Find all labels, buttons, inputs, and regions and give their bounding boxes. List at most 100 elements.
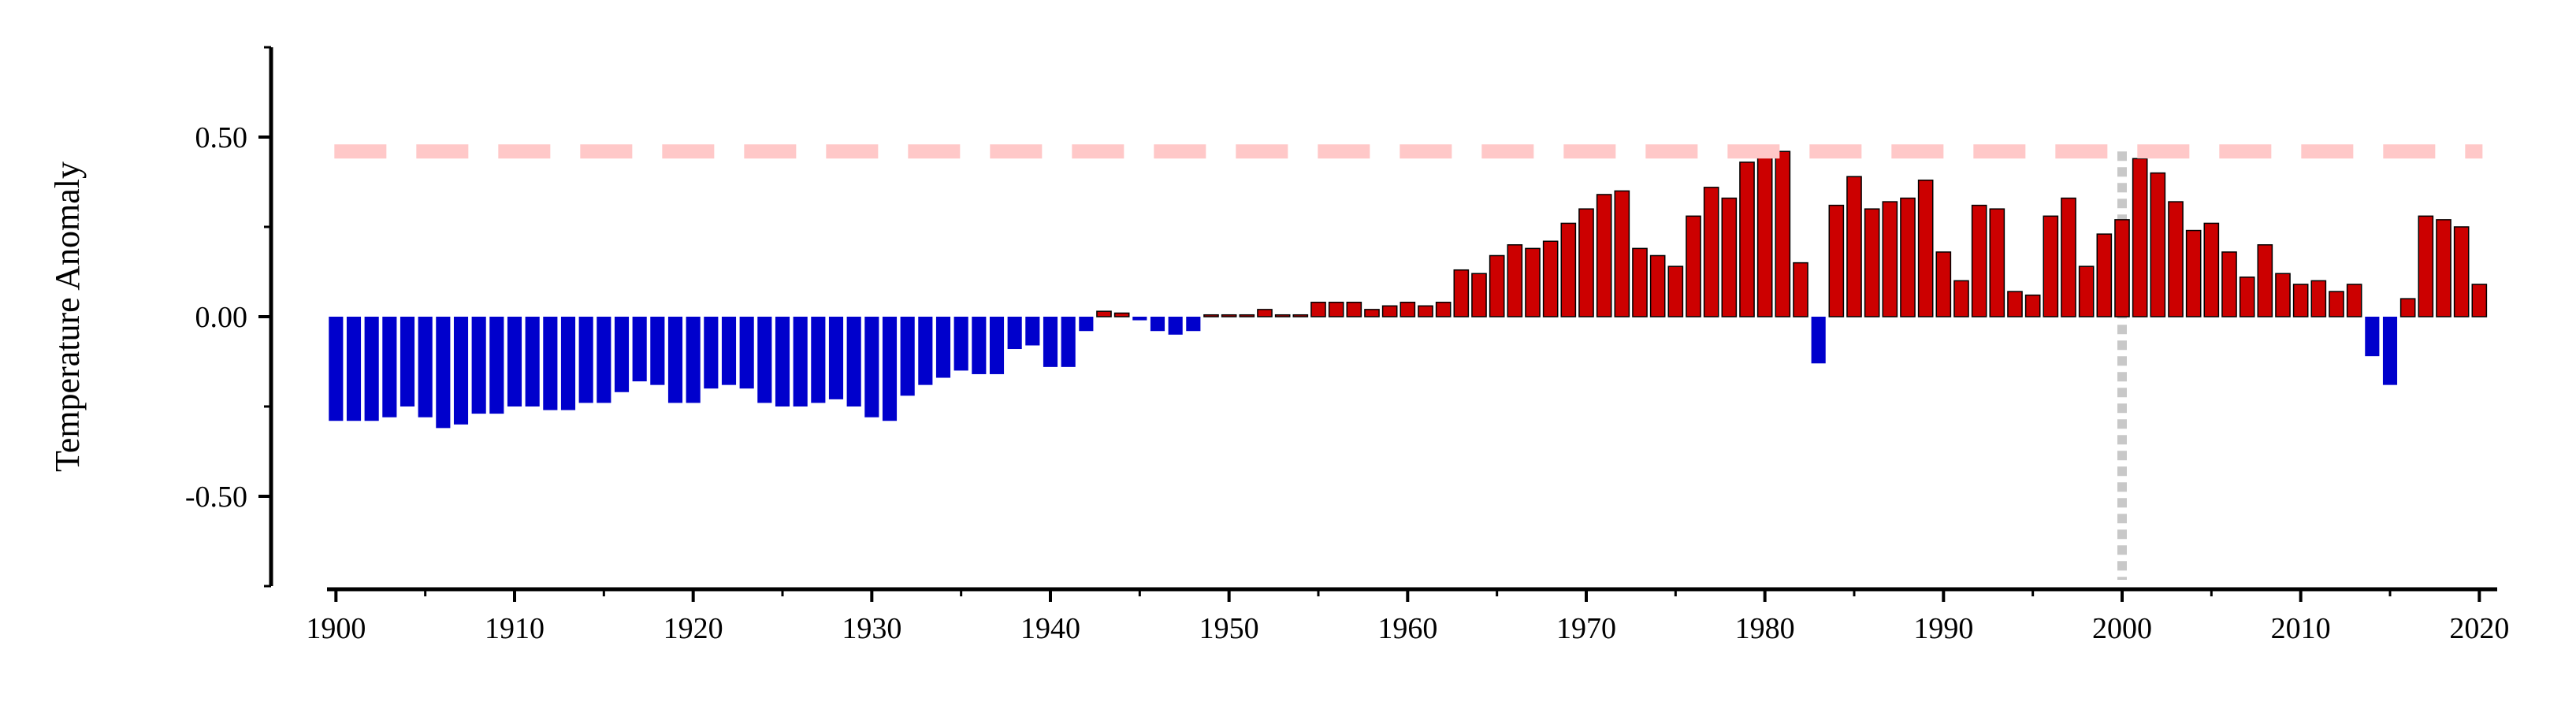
bar	[2078, 265, 2095, 317]
bar	[864, 317, 879, 418]
bar	[1667, 265, 1684, 317]
bar	[2329, 291, 2344, 317]
bar	[1953, 280, 1969, 317]
x-tick-label: 1920	[664, 612, 723, 645]
bar	[1418, 305, 1433, 317]
bar	[400, 317, 415, 406]
bar	[1435, 302, 1452, 317]
bar	[1186, 317, 1201, 332]
bar	[2007, 291, 2023, 317]
bar	[2292, 284, 2309, 317]
bar	[2436, 219, 2451, 317]
bar	[1935, 251, 1952, 317]
x-tick-label: 1950	[1199, 612, 1259, 645]
x-tick-label: 2000	[2092, 612, 2152, 645]
bar	[667, 317, 683, 403]
bar	[1560, 222, 1577, 317]
bar	[972, 317, 987, 374]
bar	[650, 317, 665, 385]
x-tick-label: 2010	[2271, 612, 2331, 645]
bar	[1400, 302, 1416, 317]
bar	[2185, 229, 2202, 317]
bar	[1025, 317, 1040, 346]
bar	[2061, 197, 2076, 317]
bar	[1525, 247, 1541, 317]
bar	[1061, 317, 1076, 367]
bar	[1793, 262, 1808, 317]
bar	[721, 317, 737, 385]
bar	[2150, 172, 2166, 317]
bar	[1239, 314, 1255, 317]
bar	[2043, 215, 2059, 317]
bar	[1168, 317, 1183, 335]
bar	[1542, 240, 1559, 317]
bar	[543, 317, 558, 410]
x-tick-label: 1990	[1913, 612, 1973, 645]
bar	[2203, 222, 2220, 317]
bar	[418, 317, 433, 418]
bar	[1721, 197, 1738, 317]
bar	[2382, 317, 2398, 385]
bar	[453, 317, 469, 425]
bar	[1328, 302, 1344, 317]
bar	[775, 317, 790, 406]
bar	[597, 317, 611, 403]
bar	[953, 317, 968, 371]
bar	[1811, 317, 1826, 364]
bar	[1614, 190, 1630, 317]
bar	[578, 317, 593, 403]
bar	[2399, 298, 2416, 317]
bar	[614, 317, 630, 392]
bar	[436, 317, 451, 429]
bar	[2168, 201, 2184, 317]
bar	[1507, 244, 1523, 317]
bar	[704, 317, 719, 389]
bar	[1489, 254, 1505, 317]
bar	[2275, 273, 2291, 317]
bar	[1632, 247, 1648, 317]
bar	[828, 317, 844, 399]
bar	[2257, 244, 2273, 317]
bar	[1096, 310, 1112, 317]
bar	[1381, 305, 1398, 317]
bar	[935, 317, 951, 378]
bar	[1739, 161, 1755, 317]
bar	[1703, 187, 1719, 317]
bar	[560, 317, 576, 410]
bar	[846, 317, 861, 406]
bar	[1043, 317, 1058, 367]
y-tick-label: 0.00	[195, 301, 248, 334]
bar	[2418, 215, 2434, 317]
bar	[1007, 317, 1022, 350]
x-tick-label: 1980	[1735, 612, 1795, 645]
x-tick-label: 2020	[2449, 612, 2509, 645]
x-tick-label: 1900	[306, 612, 366, 645]
bar	[2365, 317, 2380, 357]
bar	[1203, 314, 1219, 317]
y-axis-label: Temperature Anomaly	[48, 161, 87, 472]
bar	[1346, 302, 1362, 317]
bar	[1221, 314, 1237, 317]
bar	[1471, 273, 1487, 317]
bar	[900, 317, 915, 396]
bar	[1596, 194, 1612, 317]
bar	[507, 317, 522, 406]
bar	[1079, 317, 1094, 332]
bar	[2453, 226, 2470, 317]
bar	[2346, 284, 2362, 317]
x-tick-label: 1970	[1556, 612, 1616, 645]
bar	[1900, 197, 1916, 317]
bar	[1132, 317, 1147, 321]
x-tick-label: 1910	[485, 612, 545, 645]
bar	[1864, 208, 1880, 317]
bar	[2132, 158, 2148, 317]
bar	[1578, 208, 1594, 317]
bar	[364, 317, 379, 421]
bar	[757, 317, 772, 403]
bar	[1364, 309, 1380, 317]
bar	[918, 317, 933, 385]
y-tick-label: 0.50	[195, 121, 248, 154]
bar	[1686, 215, 1701, 317]
bar	[525, 317, 540, 406]
